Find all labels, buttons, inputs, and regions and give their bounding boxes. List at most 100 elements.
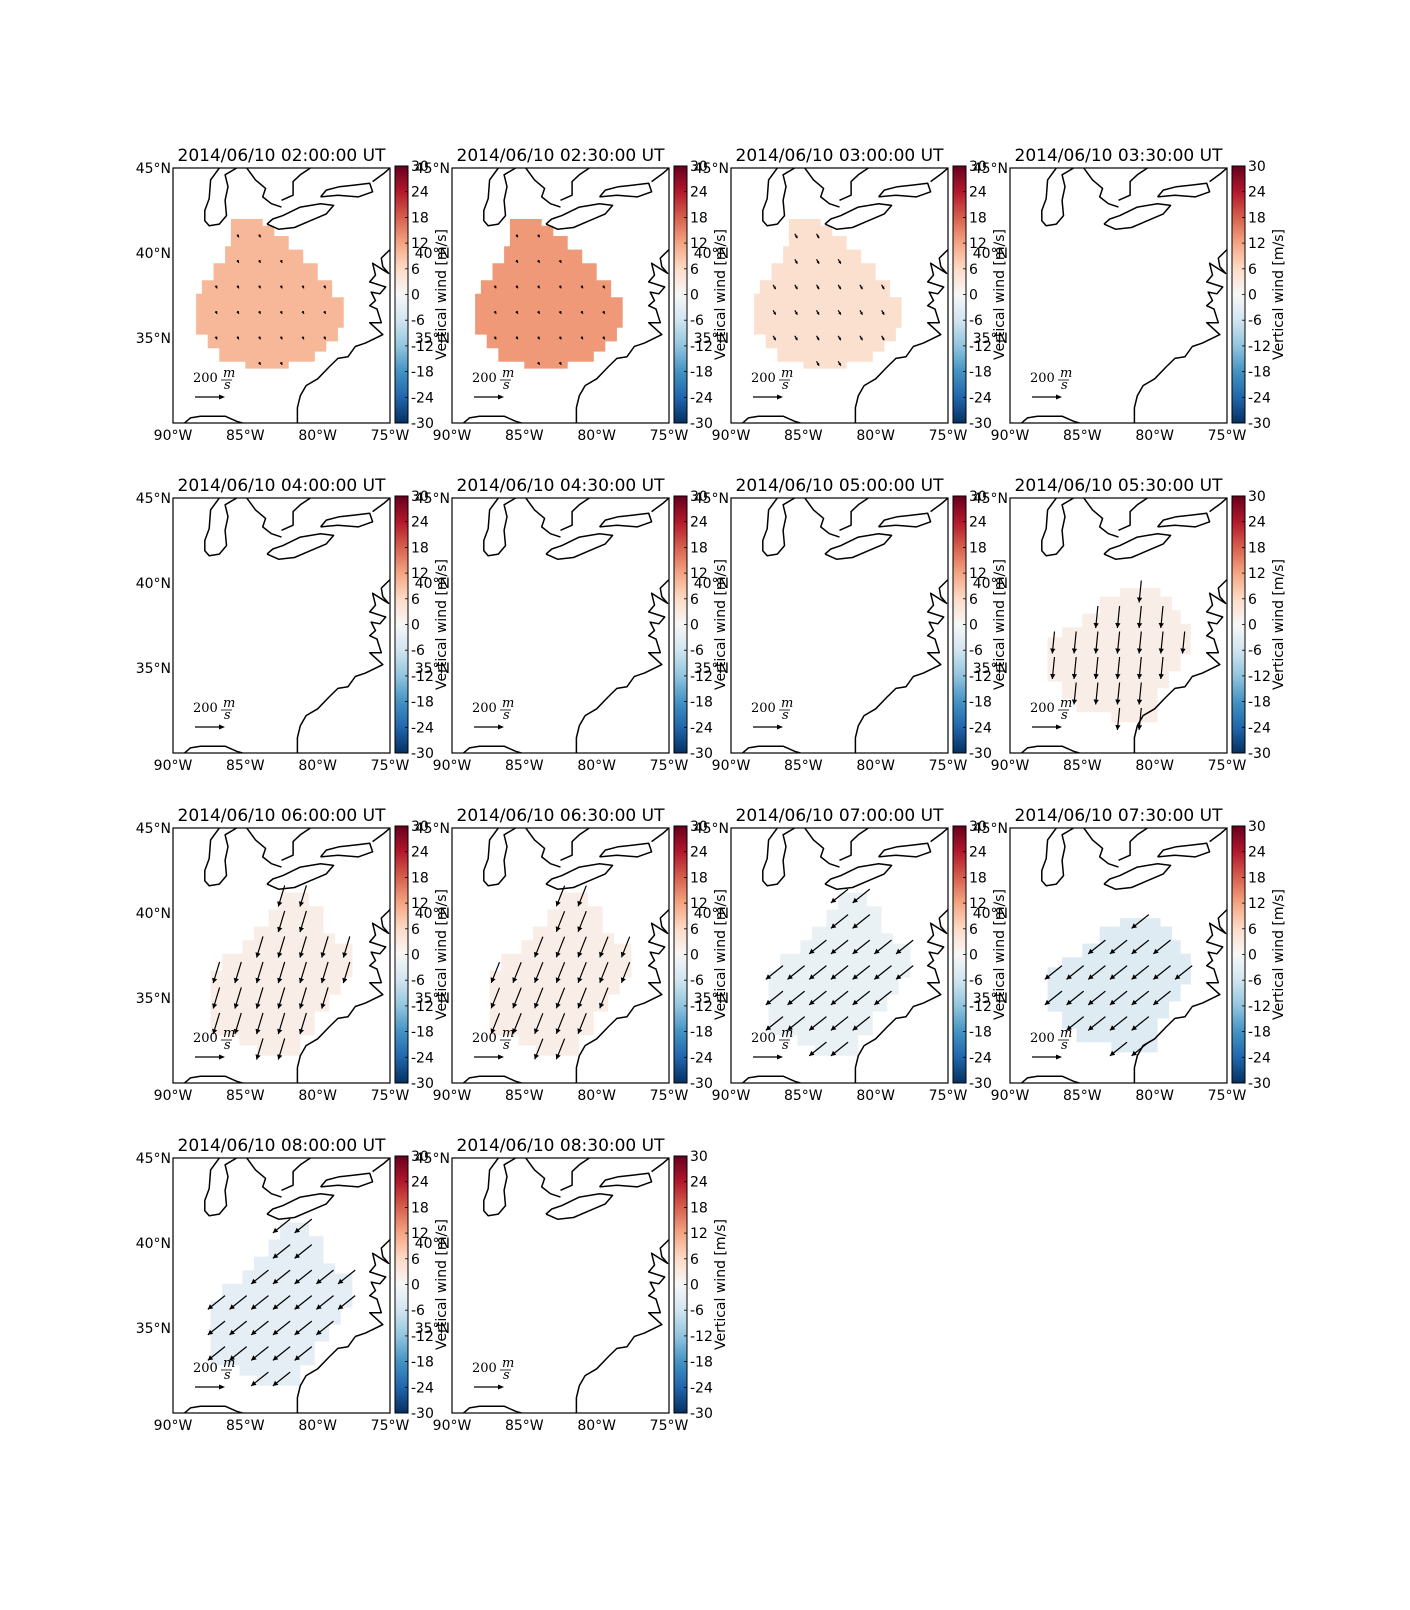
x-tick-label: 85°W [505,758,544,774]
coastline [463,415,522,423]
y-tick-label: 40°N [973,906,1008,922]
wind-arrow [236,336,240,340]
wind-arrow [294,1269,313,1285]
x-tick-label: 80°W [1135,1088,1174,1104]
coastline [545,862,614,890]
coastline [575,909,669,1083]
colorbar-tick-label: 24 [1248,515,1266,531]
y-tick-label: 45°N [136,491,171,507]
quiver-key-unit-denominator: s [503,1368,510,1383]
wind-arrow [512,987,522,1009]
wind-arrow [279,310,283,315]
wind-arrow [250,1295,269,1310]
coastline [281,1158,311,1191]
wind-arrow [493,310,497,315]
colorbar-tick-label: 0 [411,288,420,304]
y-tick-label: 45°N [694,491,729,507]
coastline [246,498,282,538]
coastline [246,168,282,208]
axes-frame [1009,497,1228,754]
map-panel: 200 ms 2014/06/10 07:30:00 UT 90°W 85°W 80°W 7… [973,806,1287,1104]
wind-arrow [493,336,497,340]
coastline [266,1192,335,1220]
quiver-key-unit-numerator: m [223,696,235,711]
y-tick-label: 45°N [136,1151,171,1167]
colorbar-tick-label: 24 [1248,845,1266,861]
quiver-key-unit-denominator: s [224,1368,231,1383]
coastline [878,182,932,198]
coastline [742,1075,801,1083]
y-tick-label: 35°N [694,331,729,347]
coastline [575,1239,669,1413]
colorbar-tick-label: 12 [1248,896,1266,912]
y-tick-label: 40°N [136,906,171,922]
wind-arrow [301,336,305,340]
coastline [320,842,374,858]
wind-arrow [337,1295,356,1310]
coastline [320,1172,374,1188]
y-tick-label: 40°N [415,1236,450,1252]
wind-arrow [298,1012,307,1035]
colorbar-tick-label: 30 [411,489,429,505]
x-tick-label: 80°W [1135,758,1174,774]
x-tick-label: 85°W [1063,758,1102,774]
y-tick-label: 45°N [973,821,1008,837]
wind-arrow [1109,1041,1128,1057]
x-tick-label: 90°W [433,1088,472,1104]
colorbar-tick-label: -18 [690,1025,713,1041]
y-tick-label: 40°N [694,576,729,592]
colorbar-tick-label: 18 [411,540,429,556]
quiver-key-unit-denominator: s [1061,378,1068,393]
colorbar: 30 24 18 12 6 0 -6 -12 -18 -24 -30 Vertical wind [m… [394,159,450,432]
quiver-key-unit-denominator: s [503,378,510,393]
colorbar: 30 24 18 12 6 0 -6 -12 -18 -24 -30 Vertical wind [m… [952,159,1008,432]
wind-arrow [794,258,798,265]
y-tick-label: 40°N [694,246,729,262]
vertical-wind-field [1047,588,1191,723]
wind-arrow [794,233,798,239]
colorbar-tick-label: -30 [690,1406,713,1422]
y-tick-label: 45°N [694,821,729,837]
wind-arrow [255,961,264,984]
colorbar-tick-label: 18 [1248,540,1266,556]
wind-arrow [873,939,892,955]
colorbar: 30 24 18 12 6 0 -6 -12 -18 -24 -30 Vertical wind [m… [952,819,1008,1092]
quiver-key-unit-denominator: s [224,378,231,393]
coastline [1118,828,1148,861]
colorbar-tick-label: -24 [690,390,713,406]
quiver-key-unit-numerator: m [1060,696,1072,711]
wind-arrow [1093,605,1099,629]
colorbar-tick-label: 12 [411,566,429,582]
coastline [372,1158,390,1173]
colorbar-label: Vertical wind [m/s] [434,559,450,690]
colorbar-label: Vertical wind [m/s] [1271,889,1287,1020]
wind-arrow [1158,656,1164,680]
wind-arrow [1115,656,1121,680]
quiver-key-unit-numerator: m [502,1026,514,1041]
wind-arrow [214,310,218,315]
wind-arrow [207,1295,226,1310]
quiver-key: 200 ms [751,696,793,730]
y-tick-label: 35°N [973,661,1008,677]
wind-arrow [558,336,562,340]
colorbar-tick-label: -24 [411,1380,434,1396]
colorbar-tick-label: 12 [969,566,987,582]
wind-arrow [555,885,566,907]
colorbar-tick-label: -30 [411,1076,434,1092]
wind-arrow [765,1016,784,1031]
wind-arrow [272,1320,291,1336]
x-tick-label: 80°W [577,758,616,774]
colorbar-tick-label: 18 [690,540,708,556]
wind-arrow [1131,914,1150,929]
colorbar-tick-label: -24 [411,1050,434,1066]
wind-arrow [537,361,541,366]
y-tick-label: 40°N [973,246,1008,262]
coastline [463,1075,522,1083]
wind-arrow [859,335,864,341]
quiver-key-unit-numerator: m [781,696,793,711]
colorbar-tick-label: -18 [411,1355,434,1371]
coastline [599,842,653,858]
x-tick-label: 85°W [505,1418,544,1434]
colorbar-tick-label: 18 [411,210,429,226]
